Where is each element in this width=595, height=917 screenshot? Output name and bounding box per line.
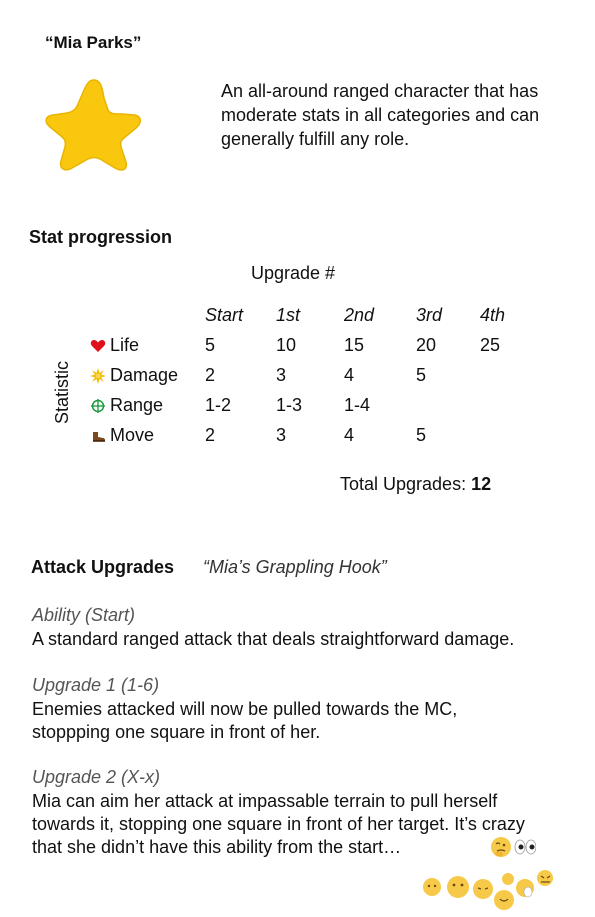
cell-life-4th: 25 [480, 335, 501, 355]
cell-life-start: 5 [205, 335, 216, 355]
cell-move-start: 2 [205, 425, 216, 445]
emoji-faces-cluster-icon [423, 870, 553, 910]
upgrade-1-label: Upgrade 1 (1-6) [32, 675, 160, 695]
row-label-range: Range [90, 395, 163, 416]
upgrade-2-label: Upgrade 2 (X-x) [32, 767, 161, 787]
star-icon [45, 79, 141, 171]
row-label-text: Move [110, 425, 155, 445]
cell-move-2nd: 4 [344, 425, 355, 445]
cell-life-2nd: 15 [344, 335, 365, 355]
crosshair-icon [91, 398, 105, 413]
row-label-text: Damage [110, 365, 179, 385]
cell-move-1st: 3 [276, 425, 287, 445]
total-upgrades-label: Total Upgrades: [340, 474, 467, 494]
attack-upgrades-title: Attack Upgrades [31, 557, 175, 577]
stat-progression-title: Stat progression [29, 227, 173, 247]
cell-damage-1st: 3 [276, 365, 287, 385]
burst-icon [90, 367, 106, 384]
heart-icon [90, 339, 106, 352]
boot-icon [93, 431, 105, 442]
cell-life-1st: 10 [276, 335, 297, 355]
total-upgrades-value: 12 [471, 474, 492, 494]
row-label-text: Range [110, 395, 164, 415]
statistic-axis-label: Statistic [52, 360, 72, 424]
upgrade-header: Upgrade # [251, 263, 336, 283]
row-label-move: Move [90, 425, 154, 446]
upgrade-2-text: Mia can aim her attack at impassable ter… [32, 791, 525, 857]
cell-move-3rd: 5 [416, 425, 427, 445]
cell-damage-3rd: 5 [416, 365, 427, 385]
cell-range-1st: 1-3 [276, 395, 303, 415]
character-description: An all-around ranged character that has … [221, 81, 540, 149]
cell-range-2nd: 1-4 [344, 395, 371, 415]
row-label-text: Life [110, 335, 140, 355]
row-label-life: Life [90, 335, 139, 356]
cell-life-3rd: 20 [416, 335, 437, 355]
row-label-damage: Damage [90, 365, 178, 386]
upgrade-1-text: Enemies attacked will now be pulled towa… [32, 699, 458, 742]
col-header-2nd: 2nd [344, 305, 375, 325]
thinking-face-icon [491, 837, 511, 857]
thinking-eyes-emoji-icon [491, 837, 536, 857]
total-upgrades: Total Upgrades: 12 [340, 474, 491, 495]
cell-range-start: 1-2 [205, 395, 232, 415]
cell-damage-2nd: 4 [344, 365, 355, 385]
col-header-start: Start [205, 305, 244, 325]
col-header-1st: 1st [276, 305, 301, 325]
cell-damage-start: 2 [205, 365, 216, 385]
col-header-3rd: 3rd [416, 305, 443, 325]
ability-start-text: A standard ranged attack that deals stra… [32, 629, 515, 649]
attack-upgrades-subtitle: “Mia’s Grappling Hook” [203, 557, 387, 577]
col-header-4th: 4th [480, 305, 506, 325]
eyes-icon [514, 839, 536, 855]
ability-start-label: Ability (Start) [32, 605, 136, 625]
character-name: “Mia Parks” [45, 33, 142, 52]
